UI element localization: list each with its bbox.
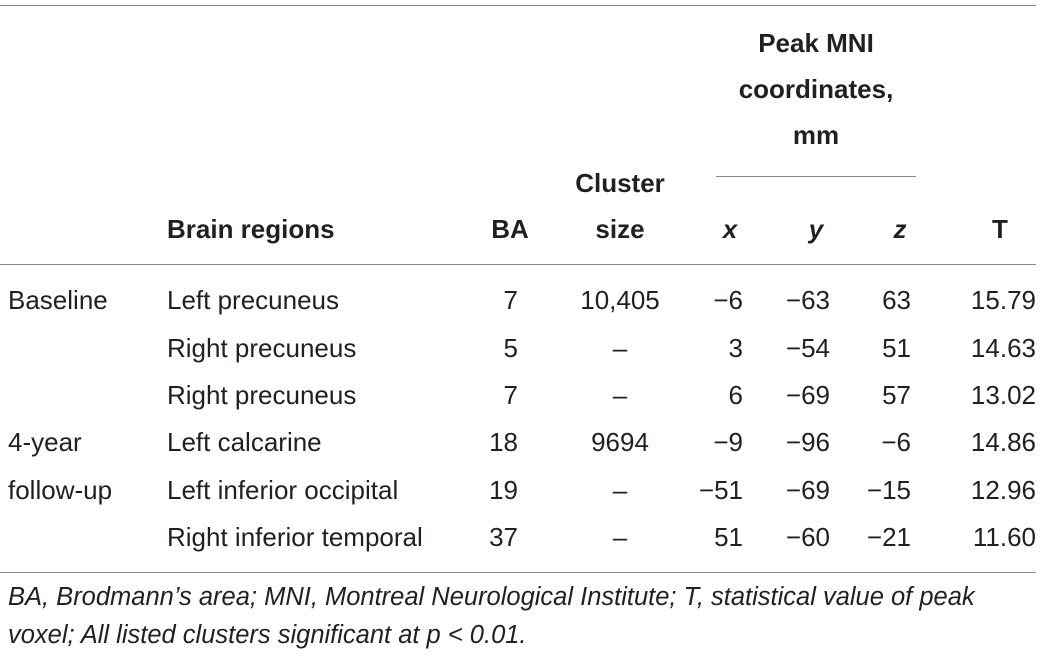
region-cell: Right precuneus [167, 333, 357, 363]
cluster-cell: – [612, 522, 628, 552]
t-cell: 15.79 [970, 285, 1036, 315]
peak-mni-header-line3: mm [792, 120, 840, 150]
cluster-cell: 10,405 [580, 285, 660, 315]
x-cell: 3 [728, 333, 743, 363]
region-cell: Left calcarine [167, 427, 322, 457]
ba-cell: 37 [489, 522, 518, 552]
z-cell: 63 [882, 285, 911, 315]
ba-cell: 7 [503, 285, 518, 315]
y-header: y [808, 214, 824, 244]
region-cell: Right inferior temporal [167, 522, 423, 552]
t-cell: 12.96 [970, 475, 1036, 505]
cluster-size-header-line1: Cluster [575, 168, 665, 198]
cluster-cell: – [612, 333, 628, 363]
group-cell: 4-year [8, 427, 82, 457]
cluster-size-header-line2: size [595, 214, 645, 244]
cluster-cell: – [612, 380, 628, 410]
y-cell: −69 [785, 475, 830, 505]
peak-mni-header-line2: coordinates, [738, 74, 894, 104]
y-cell: −69 [785, 380, 830, 410]
region-cell: Left inferior occipital [167, 475, 399, 505]
peak-mni-span-rule [716, 176, 916, 177]
t-cell: 14.86 [970, 427, 1036, 457]
z-cell: −6 [881, 427, 911, 457]
t-cell: 14.63 [970, 333, 1036, 363]
ba-cell: 7 [503, 380, 518, 410]
table-footnote: BA, Brodmann’s area; MNI, Montreal Neuro… [8, 583, 975, 649]
t-cell: 13.02 [970, 380, 1036, 410]
t-cell: 11.60 [972, 522, 1036, 552]
ba-cell: 19 [489, 475, 518, 505]
z-cell: 57 [882, 380, 911, 410]
x-cell: 51 [714, 522, 743, 552]
x-cell: −6 [713, 285, 743, 315]
table-bottom-rule [0, 572, 1036, 573]
y-cell: −60 [785, 522, 830, 552]
x-cell: −51 [698, 475, 743, 505]
z-cell: −15 [866, 475, 911, 505]
z-header: z [893, 214, 907, 244]
y-cell: −96 [785, 427, 830, 457]
y-cell: −54 [785, 333, 830, 363]
z-cell: 51 [882, 333, 911, 363]
x-cell: −9 [713, 427, 743, 457]
t-header: T [992, 214, 1008, 244]
table-top-rule [0, 5, 1036, 6]
ba-cell: 18 [489, 427, 518, 457]
x-cell: 6 [728, 380, 743, 410]
peak-mni-header-line1: Peak MNI [758, 28, 874, 58]
x-header: x [722, 214, 738, 244]
cluster-cell: – [612, 475, 628, 505]
ba-header: BA [491, 214, 529, 244]
region-cell: Left precuneus [167, 285, 340, 315]
cluster-cell: 9694 [591, 427, 649, 457]
ba-cell: 5 [503, 333, 518, 363]
z-cell: −21 [866, 522, 911, 552]
group-cell: Baseline [8, 285, 108, 315]
brain-regions-header: Brain regions [167, 214, 335, 244]
y-cell: −63 [785, 285, 830, 315]
group-cell: follow-up [8, 475, 113, 505]
header-bottom-rule [0, 264, 1036, 265]
region-cell: Right precuneus [167, 380, 357, 410]
